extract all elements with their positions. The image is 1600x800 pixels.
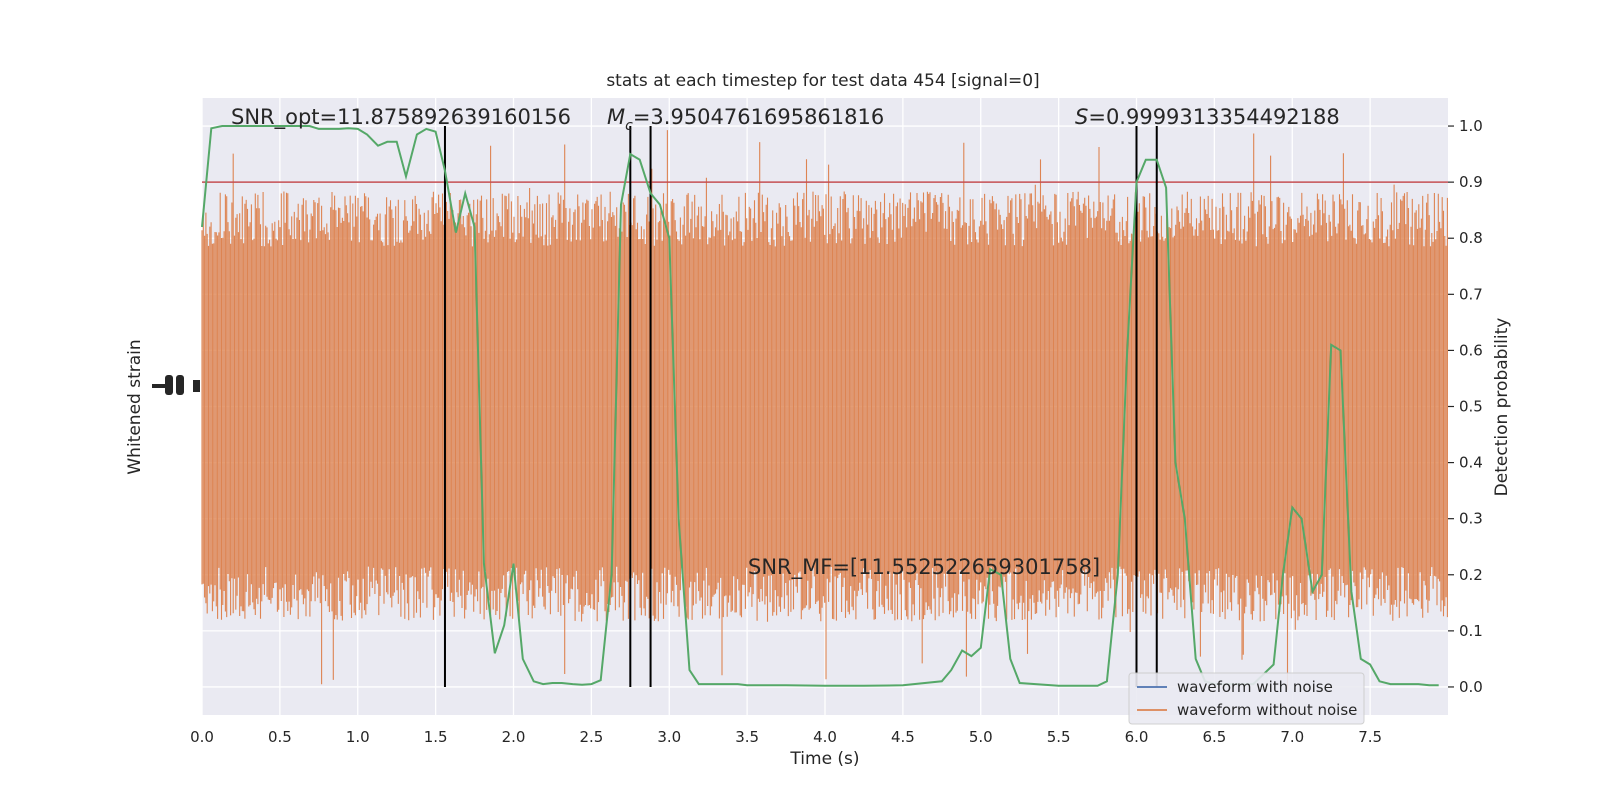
s-symbol: S xyxy=(1075,105,1088,129)
y-tick-label: 0.8 xyxy=(1459,229,1483,247)
y-axis-right-ticks: 0.0 0.1 0.2 0.3 0.4 0.5 0.6 0.7 0.8 0.9 1.0 xyxy=(1448,117,1483,696)
y-tick-label: 0.3 xyxy=(1459,510,1483,528)
snr-mf-annotation: SNR_MF=[11.552522659301758] xyxy=(748,555,1100,580)
x-tick-label: 4.5 xyxy=(891,728,915,746)
legend-label-waveform-with-noise: waveform with noise xyxy=(1177,678,1333,696)
s-annotation: S=0.9999313354492188 xyxy=(1075,105,1340,129)
merger-time-markers xyxy=(443,126,1158,687)
y-tick-label: 0.0 xyxy=(1459,678,1483,696)
y-tick-label: 0.2 xyxy=(1459,566,1483,584)
x-tick-label: 6.5 xyxy=(1202,728,1226,746)
x-axis-label: Time (s) xyxy=(789,749,859,769)
snr-opt-annotation: SNR_opt=11.875892639160156 xyxy=(231,105,571,130)
chirp-mass-value: =3.9504761695861816 xyxy=(633,105,884,129)
y-axis-left-label: Whitened strain xyxy=(125,339,145,474)
legend: waveform with noise waveform without noi… xyxy=(1128,672,1365,725)
chirp-mass-annotation: Mc=3.9504761695861816 xyxy=(607,105,884,134)
x-tick-label: 5.0 xyxy=(969,728,993,746)
x-tick-label: 0.0 xyxy=(190,728,214,746)
x-tick-label: 7.0 xyxy=(1280,728,1304,746)
y-axis-right-label: Detection probability xyxy=(1492,318,1512,497)
x-tick-label: 6.0 xyxy=(1125,728,1149,746)
y-tick-label: 0.1 xyxy=(1459,622,1483,640)
left-axis-ticks-overlap xyxy=(152,375,200,395)
s-value: =0.9999313354492188 xyxy=(1088,105,1339,129)
y-tick-label: 1.0 xyxy=(1459,117,1483,135)
y-tick-label: 0.4 xyxy=(1459,454,1483,472)
chart-title: stats at each timestep for test data 454… xyxy=(606,71,1039,91)
x-tick-label: 3.5 xyxy=(735,728,759,746)
y-tick-label: 0.5 xyxy=(1459,398,1483,416)
x-tick-label: 7.5 xyxy=(1358,728,1382,746)
y-tick-label: 0.7 xyxy=(1459,285,1483,303)
x-tick-label: 2.5 xyxy=(579,728,603,746)
legend-label-waveform-without-noise: waveform without noise xyxy=(1177,701,1357,719)
x-tick-label: 5.5 xyxy=(1047,728,1071,746)
x-tick-label: 3.0 xyxy=(657,728,681,746)
x-axis-ticks: 0.0 0.5 1.0 1.5 2.0 2.5 3.0 3.5 4.0 4.5 5.0 5.5 6.0 6… xyxy=(190,728,1382,746)
y-tick-label: 0.6 xyxy=(1459,341,1483,359)
x-tick-label: 2.0 xyxy=(502,728,526,746)
x-tick-label: 0.5 xyxy=(268,728,292,746)
chirp-mass-symbol: M xyxy=(607,105,625,129)
y-tick-label: 0.9 xyxy=(1459,173,1483,191)
x-tick-label: 4.0 xyxy=(813,728,837,746)
detection-probability-line xyxy=(201,125,1439,687)
x-tick-label: 1.5 xyxy=(424,728,448,746)
chirp-mass-subscript: c xyxy=(625,118,633,134)
x-tick-label: 1.0 xyxy=(346,728,370,746)
